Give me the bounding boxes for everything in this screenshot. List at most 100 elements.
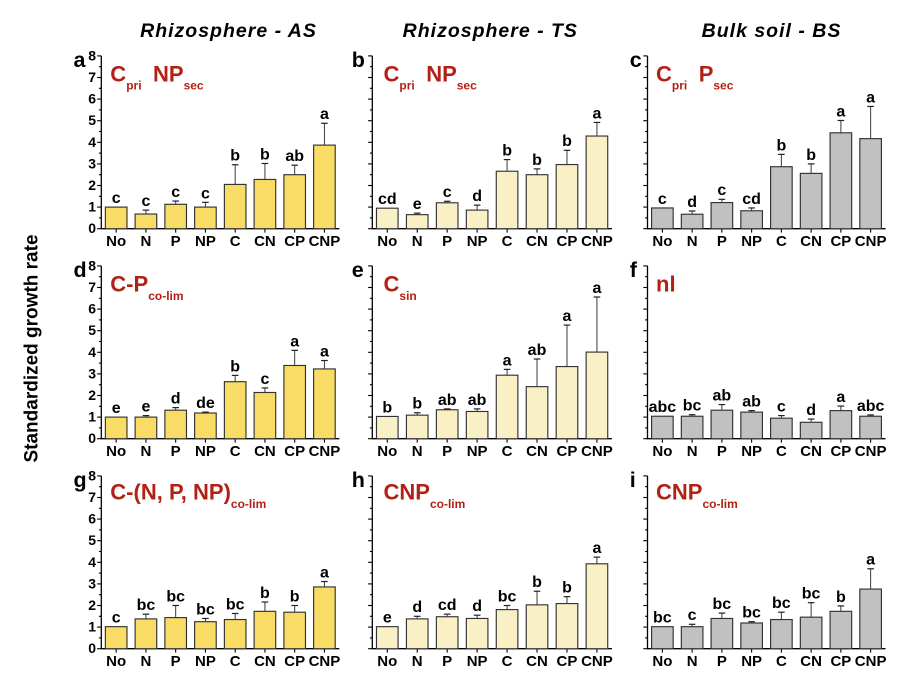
svg-text:c: c: [717, 182, 726, 199]
svg-text:h: h: [352, 468, 365, 492]
svg-text:Rhizosphere - AS: Rhizosphere - AS: [140, 20, 317, 42]
svg-text:c: c: [688, 607, 697, 624]
svg-text:g: g: [74, 468, 87, 492]
svg-text:bc: bc: [653, 610, 672, 627]
svg-text:CN: CN: [526, 443, 548, 460]
svg-text:No: No: [377, 653, 397, 670]
svg-text:6: 6: [88, 301, 96, 317]
svg-text:1: 1: [88, 199, 96, 215]
svg-text:bc: bc: [137, 597, 156, 614]
svg-text:ab: ab: [713, 387, 732, 404]
svg-text:b: b: [412, 396, 422, 413]
svg-text:C: C: [230, 653, 241, 670]
svg-text:No: No: [652, 653, 672, 670]
svg-text:b: b: [562, 580, 572, 597]
svg-text:6: 6: [88, 91, 96, 107]
svg-text:N: N: [412, 443, 423, 460]
svg-text:e: e: [352, 258, 364, 282]
svg-text:5: 5: [88, 322, 96, 338]
svg-text:b: b: [230, 358, 240, 375]
svg-text:b: b: [776, 137, 786, 154]
svg-text:b: b: [836, 589, 846, 606]
svg-text:b: b: [532, 574, 542, 591]
svg-text:f: f: [630, 258, 638, 282]
svg-text:C-(N, P, NP)co-lim: C-(N, P, NP)co-lim: [110, 480, 266, 511]
svg-text:NP: NP: [195, 443, 216, 460]
svg-text:d: d: [74, 258, 87, 282]
svg-text:d: d: [687, 194, 697, 211]
svg-text:c: c: [260, 371, 269, 388]
svg-text:CNPco-lim: CNPco-lim: [656, 480, 738, 511]
svg-text:0: 0: [88, 640, 96, 656]
svg-text:N: N: [141, 233, 152, 250]
svg-text:CP: CP: [284, 233, 305, 250]
svg-text:CN: CN: [800, 443, 822, 460]
svg-text:P: P: [717, 653, 727, 670]
svg-text:NP: NP: [741, 233, 762, 250]
svg-text:C: C: [776, 233, 787, 250]
svg-text:N: N: [687, 233, 698, 250]
svg-text:CP: CP: [284, 443, 305, 460]
svg-text:0: 0: [88, 430, 96, 446]
svg-text:b: b: [562, 133, 572, 150]
svg-text:abc: abc: [649, 399, 677, 416]
svg-text:bc: bc: [166, 588, 185, 605]
svg-text:3: 3: [88, 575, 96, 591]
svg-text:C: C: [230, 233, 241, 250]
svg-text:8: 8: [88, 467, 96, 483]
svg-text:CP: CP: [830, 233, 851, 250]
svg-text:b: b: [290, 588, 300, 605]
svg-text:Bulk soil - BS: Bulk soil - BS: [702, 20, 842, 42]
svg-text:ab: ab: [742, 394, 761, 411]
svg-text:Psec: Psec: [699, 61, 734, 92]
svg-text:ab: ab: [285, 148, 304, 165]
svg-text:bc: bc: [196, 601, 215, 618]
svg-text:N: N: [412, 653, 423, 670]
svg-text:cd: cd: [742, 191, 761, 208]
svg-text:b: b: [532, 152, 542, 169]
svg-text:NP: NP: [741, 653, 762, 670]
svg-text:b: b: [806, 147, 816, 164]
svg-text:P: P: [171, 233, 181, 250]
svg-text:P: P: [717, 443, 727, 460]
svg-text:NP: NP: [741, 443, 762, 460]
svg-text:P: P: [442, 233, 452, 250]
svg-text:4: 4: [88, 344, 96, 360]
svg-text:CNP: CNP: [581, 653, 613, 670]
svg-text:CNP: CNP: [309, 443, 341, 460]
svg-text:a: a: [836, 389, 845, 406]
svg-text:d: d: [472, 598, 482, 615]
svg-text:b: b: [260, 585, 270, 602]
svg-text:P: P: [171, 443, 181, 460]
svg-text:bc: bc: [498, 588, 517, 605]
svg-text:6: 6: [88, 511, 96, 527]
svg-text:a: a: [836, 103, 845, 120]
svg-text:bc: bc: [742, 605, 761, 622]
svg-text:bc: bc: [226, 596, 245, 613]
svg-text:a: a: [503, 352, 512, 369]
svg-text:a: a: [592, 540, 601, 557]
svg-text:CP: CP: [284, 653, 305, 670]
svg-text:e: e: [413, 196, 422, 213]
svg-text:N: N: [141, 443, 152, 460]
svg-text:ab: ab: [528, 342, 547, 359]
svg-text:No: No: [106, 233, 126, 250]
svg-text:N: N: [687, 443, 698, 460]
svg-text:C: C: [502, 653, 513, 670]
svg-text:No: No: [377, 233, 397, 250]
svg-text:1: 1: [88, 619, 96, 635]
svg-text:bc: bc: [802, 586, 821, 603]
svg-text:cd: cd: [438, 597, 457, 614]
svg-text:NP: NP: [467, 443, 488, 460]
svg-text:c: c: [201, 185, 210, 202]
svg-text:P: P: [442, 443, 452, 460]
svg-text:P: P: [717, 233, 727, 250]
svg-text:2: 2: [88, 387, 96, 403]
svg-text:CN: CN: [254, 233, 276, 250]
svg-text:7: 7: [88, 489, 96, 505]
svg-text:CNP: CNP: [855, 443, 887, 460]
svg-text:C: C: [502, 233, 513, 250]
svg-text:8: 8: [88, 257, 96, 273]
svg-text:CNP: CNP: [309, 233, 341, 250]
svg-text:Standardized growth rate: Standardized growth rate: [22, 234, 43, 462]
